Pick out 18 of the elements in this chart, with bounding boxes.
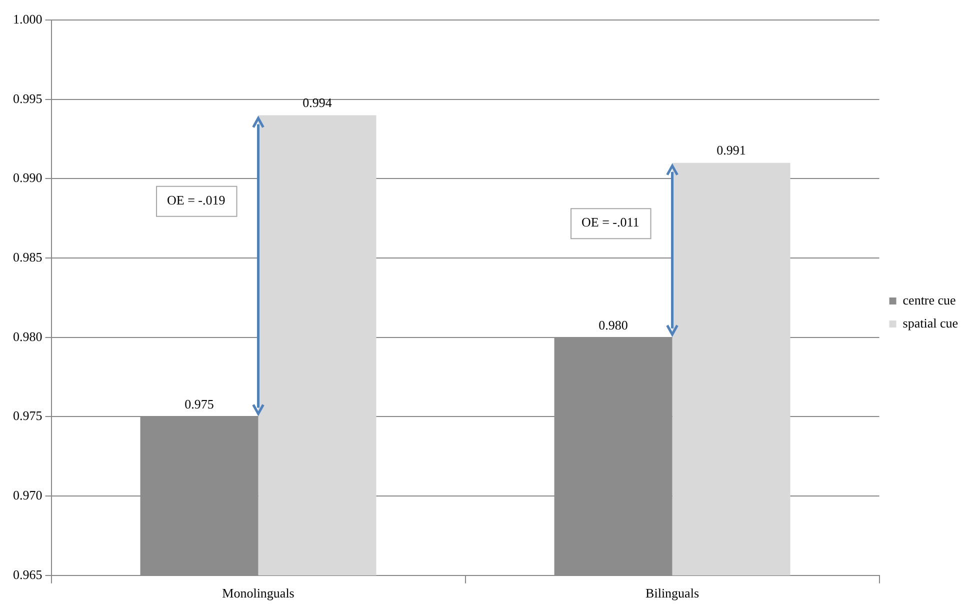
y-tick-label: 0.990 bbox=[13, 170, 42, 186]
y-tick-label: 0.985 bbox=[13, 249, 42, 264]
data-label: 0.980 bbox=[598, 317, 628, 332]
y-tick-label: 0.975 bbox=[13, 408, 42, 424]
data-label: 0.991 bbox=[716, 142, 746, 158]
y-tick-label: 0.980 bbox=[13, 328, 42, 344]
legend-label: spatial cue bbox=[902, 315, 958, 330]
annotation: OE = -.011 bbox=[582, 214, 640, 230]
annotation: OE = -.019 bbox=[167, 192, 226, 208]
x-tick-label: Bilinguals bbox=[646, 586, 699, 601]
y-tick-label: 1.000 bbox=[13, 11, 42, 26]
data-label: 0.975 bbox=[184, 396, 214, 412]
y-tick-label: 0.965 bbox=[13, 566, 42, 582]
y-tick-label: 0.995 bbox=[13, 90, 42, 106]
y-tick-label: 0.970 bbox=[13, 487, 42, 502]
x-tick-label: Monolinguals bbox=[222, 586, 294, 601]
data-label: 0.994 bbox=[302, 95, 332, 110]
legend-label: centre cue bbox=[902, 292, 956, 308]
